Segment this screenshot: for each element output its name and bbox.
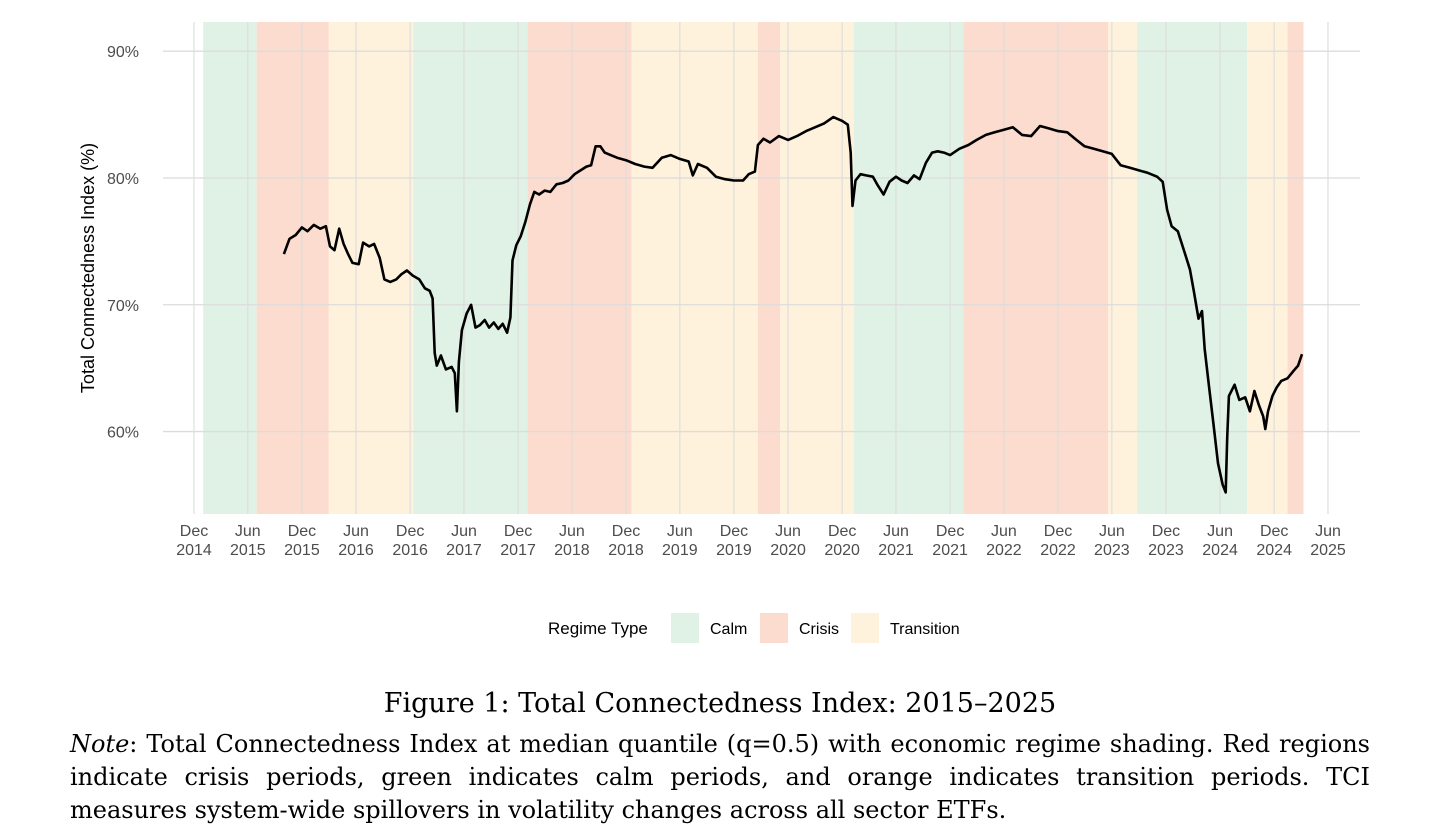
- x-tick-label: Dec 2024: [1256, 523, 1292, 559]
- regime-band-transition: [780, 22, 854, 514]
- note-label: Note: [70, 730, 130, 758]
- regime-band-transition: [631, 22, 758, 514]
- x-tick-label: Jun 2022: [986, 523, 1022, 559]
- regime-band-crisis: [527, 22, 632, 514]
- series-line-tci: [282, 115, 1304, 494]
- y-tick-label: 60%: [107, 425, 139, 442]
- tci-chart: 60% 70% 80% 90% Dec 2014 Jun 2015 Dec 2015 Jun 201…: [78, 22, 1360, 643]
- legend: Regime Type Calm Crisis Transition: [548, 613, 960, 643]
- regime-band-transition: [1247, 22, 1288, 514]
- x-tick-label: Dec 2023: [1148, 523, 1184, 559]
- x-tick-label: Jun 2017: [446, 523, 482, 559]
- x-tick-label: Jun 2025: [1310, 523, 1346, 559]
- legend-title: Regime Type: [548, 619, 648, 638]
- legend-swatch-transition: [851, 613, 879, 643]
- regime-band-calm: [413, 22, 528, 514]
- grid: [163, 22, 1360, 514]
- x-tick-label: Jun 2023: [1094, 523, 1130, 559]
- x-tick-label: Jun 2021: [878, 523, 914, 559]
- x-tick-label: Dec 2014: [176, 523, 212, 559]
- x-tick-label: Jun 2015: [230, 523, 266, 559]
- note-text: : Total Connectedness Index at median qu…: [70, 730, 1370, 824]
- x-tick-label: Jun 2019: [662, 523, 698, 559]
- regime-band-crisis: [256, 22, 329, 514]
- legend-label-calm: Calm: [710, 621, 747, 638]
- regime-band-crisis: [963, 22, 1109, 514]
- legend-label-transition: Transition: [890, 621, 960, 638]
- regime-band-crisis: [757, 22, 781, 514]
- regime-shading: [203, 22, 1304, 514]
- y-tick-label: 80%: [107, 171, 139, 188]
- regime-band-calm: [853, 22, 964, 514]
- figure-note: Note: Total Connectedness Index at media…: [70, 728, 1370, 827]
- x-tick-label: Jun 2018: [554, 523, 590, 559]
- regime-band-crisis: [1287, 22, 1304, 514]
- x-axis: Dec 2014 Jun 2015 Dec 2015 Jun 2016 Dec 2016 Jun 20…: [176, 523, 1346, 559]
- x-tick-label: Dec 2020: [824, 523, 860, 559]
- x-tick-label: Dec 2017: [500, 523, 536, 559]
- regime-band-transition: [328, 22, 414, 514]
- x-tick-label: Dec 2018: [608, 523, 644, 559]
- legend-label-crisis: Crisis: [799, 621, 839, 638]
- figure-caption: Figure 1: Total Connectedness Index: 201…: [383, 688, 1057, 719]
- regime-band-calm: [1136, 22, 1248, 514]
- x-tick-label: Jun 2024: [1202, 523, 1238, 559]
- x-tick-label: Jun 2020: [770, 523, 806, 559]
- x-tick-label: Dec 2015: [284, 523, 320, 559]
- y-axis-label: Total Connectedness Index (%): [78, 143, 98, 393]
- legend-swatch-crisis: [760, 613, 788, 643]
- x-tick-label: Dec 2022: [1040, 523, 1076, 559]
- y-axis: 60% 70% 80% 90%: [107, 44, 139, 441]
- y-tick-label: 70%: [107, 298, 139, 315]
- regime-band-transition: [1108, 22, 1137, 514]
- regime-band-calm: [203, 22, 257, 514]
- y-tick-label: 90%: [107, 44, 139, 61]
- legend-swatch-calm: [671, 613, 699, 643]
- series-layer: [282, 115, 1304, 494]
- x-tick-label: Dec 2021: [932, 523, 968, 559]
- x-tick-label: Dec 2016: [392, 523, 428, 559]
- x-tick-label: Jun 2016: [338, 523, 374, 559]
- x-tick-label: Dec 2019: [716, 523, 752, 559]
